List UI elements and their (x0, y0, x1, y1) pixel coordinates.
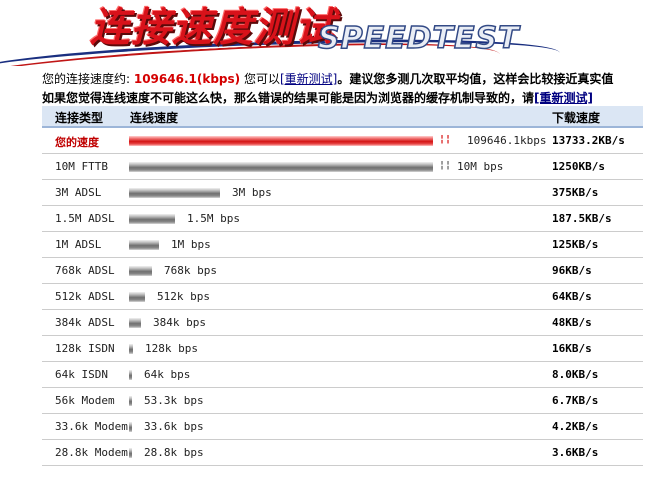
info-line-2: 如果您觉得连线速度不可能这么快，那么错误的结果可能是因为浏览器的缓存机制导致的，… (42, 89, 648, 108)
speed-bar (129, 240, 159, 250)
row-connection-type: 1M ADSL (55, 238, 102, 251)
row-line-speed: 1M bps (171, 238, 211, 251)
table-row: 384k ADSL 384k bps 48KB/s (42, 310, 643, 336)
info-text-b: 您可以 (240, 72, 280, 86)
info-text-a: 您的连接速度约: (42, 72, 134, 86)
info-line-1: 您的连接速度约: 109646.1(kbps) 您可以[重新测试]。建议您多测几… (42, 70, 648, 89)
table-row-your-speed: 您的速度 ¦¦ 109646.1kbps 13733.2KB/s (42, 128, 643, 154)
table-row: 128k ISDN 128k bps 16KB/s (42, 336, 643, 362)
row-line-speed: 28.8k bps (144, 446, 204, 459)
speed-bar (129, 136, 433, 146)
row-line-speed: 1.5M bps (187, 212, 240, 225)
row-connection-type: 64k ISDN (55, 368, 108, 381)
row-line-speed: 10M bps (457, 160, 504, 173)
row-download-speed: 375KB/s (552, 186, 599, 199)
retest-link-2[interactable]: [重新测试] (534, 91, 593, 105)
row-line-speed: 64k bps (144, 368, 191, 381)
row-line-speed: 128k bps (145, 342, 198, 355)
overflow-marker-icon: ¦¦ (439, 134, 452, 145)
row-download-speed: 64KB/s (552, 290, 592, 303)
info-text-d: 如果您觉得连线速度不可能这么快，那么错误的结果可能是因为浏览器的缓存机制导致的，… (42, 91, 535, 105)
speed-bar (129, 214, 175, 224)
measured-speed: 109646.1(kbps) (133, 72, 241, 86)
speed-table: 连接类型 连线速度 下载速度 您的速度 ¦¦ 109646.1kbps 13733.2… (42, 106, 643, 466)
row-line-speed: 3M bps (232, 186, 272, 199)
row-connection-type: 3M ADSL (55, 186, 102, 199)
speed-bar (129, 188, 220, 198)
speed-bar (129, 370, 132, 380)
result-info: 您的连接速度约: 109646.1(kbps) 您可以[重新测试]。建议您多测几… (42, 70, 648, 108)
row-connection-type: 512k ADSL (55, 290, 115, 303)
overflow-marker-icon: ¦¦ (439, 160, 452, 171)
table-row: 28.8k Modem 28.8k bps 3.6KB/s (42, 440, 643, 466)
table-row: 1M ADSL 1M bps 125KB/s (42, 232, 643, 258)
table-row: 1.5M ADSL 1.5M bps 187.5KB/s (42, 206, 643, 232)
row-download-speed: 6.7KB/s (552, 394, 599, 407)
table-row: 10M FTTB ¦¦ 10M bps 1250KB/s (42, 154, 643, 180)
row-connection-type: 768k ADSL (55, 264, 115, 277)
row-download-speed: 3.6KB/s (552, 446, 599, 459)
row-connection-type: 56k Modem (55, 394, 115, 407)
row-line-speed: 768k bps (164, 264, 217, 277)
banner-title-en: SPEEDTEST (317, 21, 520, 57)
row-download-speed: 8.0KB/s (552, 368, 599, 381)
table-row: 56k Modem 53.3k bps 6.7KB/s (42, 388, 643, 414)
table-row: 512k ADSL 512k bps 64KB/s (42, 284, 643, 310)
row-download-speed: 4.2KB/s (552, 420, 599, 433)
table-row: 64k ISDN 64k bps 8.0KB/s (42, 362, 643, 388)
row-line-speed: 512k bps (157, 290, 210, 303)
retest-link[interactable]: [重新测试] (279, 72, 338, 86)
row-connection-type: 1.5M ADSL (55, 212, 115, 225)
row-download-speed: 16KB/s (552, 342, 592, 355)
speed-bar (129, 266, 152, 276)
row-download-speed: 125KB/s (552, 238, 599, 251)
row-download-speed: 1250KB/s (552, 160, 605, 173)
row-connection-type: 您的速度 (55, 136, 99, 149)
speed-bar (129, 318, 141, 328)
header-type: 连接类型 (55, 111, 104, 125)
header-download: 下载速度 (552, 111, 601, 125)
table-header: 连接类型 连线速度 下载速度 (42, 106, 643, 128)
row-line-speed: 384k bps (153, 316, 206, 329)
speed-bar (129, 422, 132, 432)
banner: 连接速度测试 SPEEDTEST (0, 0, 653, 66)
row-connection-type: 384k ADSL (55, 316, 115, 329)
row-connection-type: 128k ISDN (55, 342, 115, 355)
table-row: 3M ADSL 3M bps 375KB/s (42, 180, 643, 206)
info-text-c: 。建议您多测几次取平均值，这样会比较接近真实值 (337, 72, 614, 86)
speed-bar (129, 448, 132, 458)
table-row: 33.6k Modem 33.6k bps 4.2KB/s (42, 414, 643, 440)
speed-bar (129, 292, 145, 302)
row-download-speed: 96KB/s (552, 264, 592, 277)
header-speed: 连线速度 (130, 111, 179, 125)
row-line-speed: 109646.1kbps (467, 134, 547, 147)
row-download-speed: 48KB/s (552, 316, 592, 329)
row-connection-type: 10M FTTB (55, 160, 108, 173)
row-connection-type: 28.8k Modem (55, 446, 128, 459)
speed-bar (129, 396, 132, 406)
speed-bar (129, 162, 433, 172)
table-row: 768k ADSL 768k bps 96KB/s (42, 258, 643, 284)
banner-title-cn: 连接速度测试 (90, 5, 336, 51)
row-download-speed: 187.5KB/s (552, 212, 612, 225)
row-line-speed: 33.6k bps (144, 420, 204, 433)
speed-bar (129, 344, 133, 354)
row-download-speed: 13733.2KB/s (552, 134, 625, 147)
row-line-speed: 53.3k bps (144, 394, 204, 407)
row-connection-type: 33.6k Modem (55, 420, 128, 433)
table-body: 您的速度 ¦¦ 109646.1kbps 13733.2KB/s 10M FTTB ¦¦ 1… (42, 128, 643, 466)
